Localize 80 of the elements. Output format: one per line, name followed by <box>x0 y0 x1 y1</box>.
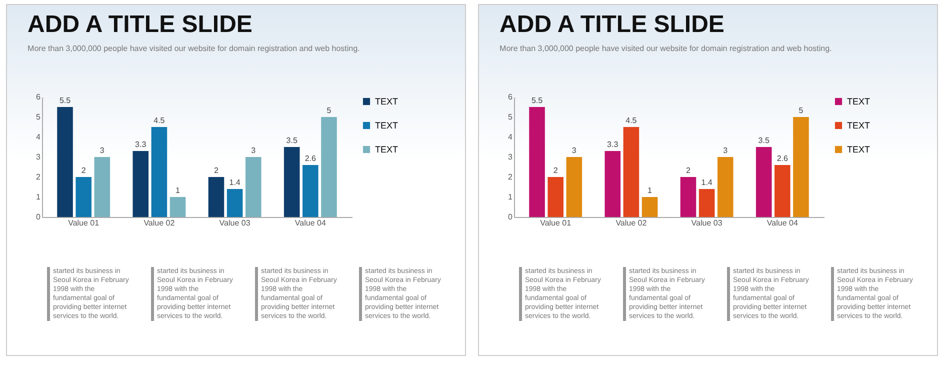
bar <box>76 177 92 217</box>
legend-label: TEXT <box>375 120 399 130</box>
data-label: 3 <box>723 146 728 155</box>
data-label: 2 <box>686 166 692 175</box>
data-label: 5 <box>326 106 332 115</box>
data-label: 5.5 <box>531 96 544 105</box>
bar <box>548 177 564 217</box>
data-label: 2 <box>214 166 220 175</box>
bar <box>208 177 224 217</box>
legend-label: TEXT <box>375 96 399 106</box>
y-tick-label: 5 <box>36 112 42 122</box>
bar <box>132 151 149 217</box>
bar <box>756 147 772 217</box>
y-tick-label: 6 <box>36 92 42 102</box>
chart-subtitle: More than 3,000,000 people have visited our website for domain registration and web hosting. <box>28 44 360 53</box>
bar <box>680 177 696 217</box>
data-label: 3.3 <box>135 140 147 149</box>
bar <box>94 157 110 217</box>
legend-label: TEXT <box>847 96 871 106</box>
y-tick-label: 1 <box>508 192 514 202</box>
data-label: 3 <box>100 146 105 155</box>
bar <box>774 165 790 217</box>
y-tick-label: 0 <box>508 212 514 222</box>
bar <box>529 107 545 217</box>
bar <box>604 151 621 217</box>
y-tick-label: 2 <box>36 172 42 182</box>
bar <box>321 117 337 217</box>
data-label: 1.4 <box>701 178 713 187</box>
data-label: 1 <box>176 186 181 195</box>
data-label: 2 <box>81 166 86 175</box>
x-tick-label: Value 03 <box>691 218 723 228</box>
bar <box>57 107 73 217</box>
x-tick-label: Value 01 <box>68 218 100 228</box>
data-label: 5.5 <box>59 96 72 105</box>
bar <box>226 189 243 217</box>
y-tick-label: 4 <box>36 132 42 142</box>
legend-label: TEXT <box>847 144 871 154</box>
x-tick-label: Value 02 <box>616 218 648 228</box>
x-tick-label: Value 02 <box>144 218 176 228</box>
y-tick-label: 0 <box>36 212 42 222</box>
bar <box>151 127 168 217</box>
bar <box>170 197 186 217</box>
data-label: 4.5 <box>626 116 638 125</box>
data-label: 2 <box>553 166 558 175</box>
bar <box>566 157 582 217</box>
x-tick-label: Value 04 <box>294 218 326 228</box>
bar <box>623 127 640 217</box>
x-tick-label: Value 03 <box>219 218 251 228</box>
chart-title: ADD A TITLE SLIDE <box>500 11 724 38</box>
y-tick-label: 2 <box>508 172 514 182</box>
data-label: 1 <box>648 186 653 195</box>
bar <box>284 147 300 217</box>
bar <box>793 117 809 217</box>
y-tick-label: 5 <box>508 112 514 122</box>
data-label: 3.5 <box>758 136 770 145</box>
data-label: 3 <box>572 146 577 155</box>
bar <box>698 189 715 217</box>
data-label: 4.5 <box>154 116 166 125</box>
legend-label: TEXT <box>375 144 399 154</box>
y-tick-label: 3 <box>36 152 42 162</box>
y-tick-label: 6 <box>508 92 514 102</box>
bar <box>302 165 318 217</box>
chart-subtitle: More than 3,000,000 people have visited our website for domain registration and web hosting. <box>500 44 832 53</box>
x-tick-label: Value 04 <box>766 218 798 228</box>
data-label: 2.6 <box>776 154 789 163</box>
bar <box>717 157 734 217</box>
legend-label: TEXT <box>847 120 871 130</box>
chart-title: ADD A TITLE SLIDE <box>28 11 252 38</box>
y-tick-label: 3 <box>508 152 514 162</box>
data-label: 3.3 <box>607 140 619 149</box>
bar <box>245 157 262 217</box>
data-label: 1.4 <box>229 178 241 187</box>
x-tick-label: Value 01 <box>540 218 572 228</box>
data-label: 3.5 <box>286 136 298 145</box>
y-tick-label: 4 <box>508 132 514 142</box>
data-label: 3 <box>251 146 256 155</box>
bar <box>642 197 658 217</box>
data-label: 2.6 <box>304 154 317 163</box>
y-tick-label: 1 <box>36 192 42 202</box>
data-label: 5 <box>798 106 804 115</box>
